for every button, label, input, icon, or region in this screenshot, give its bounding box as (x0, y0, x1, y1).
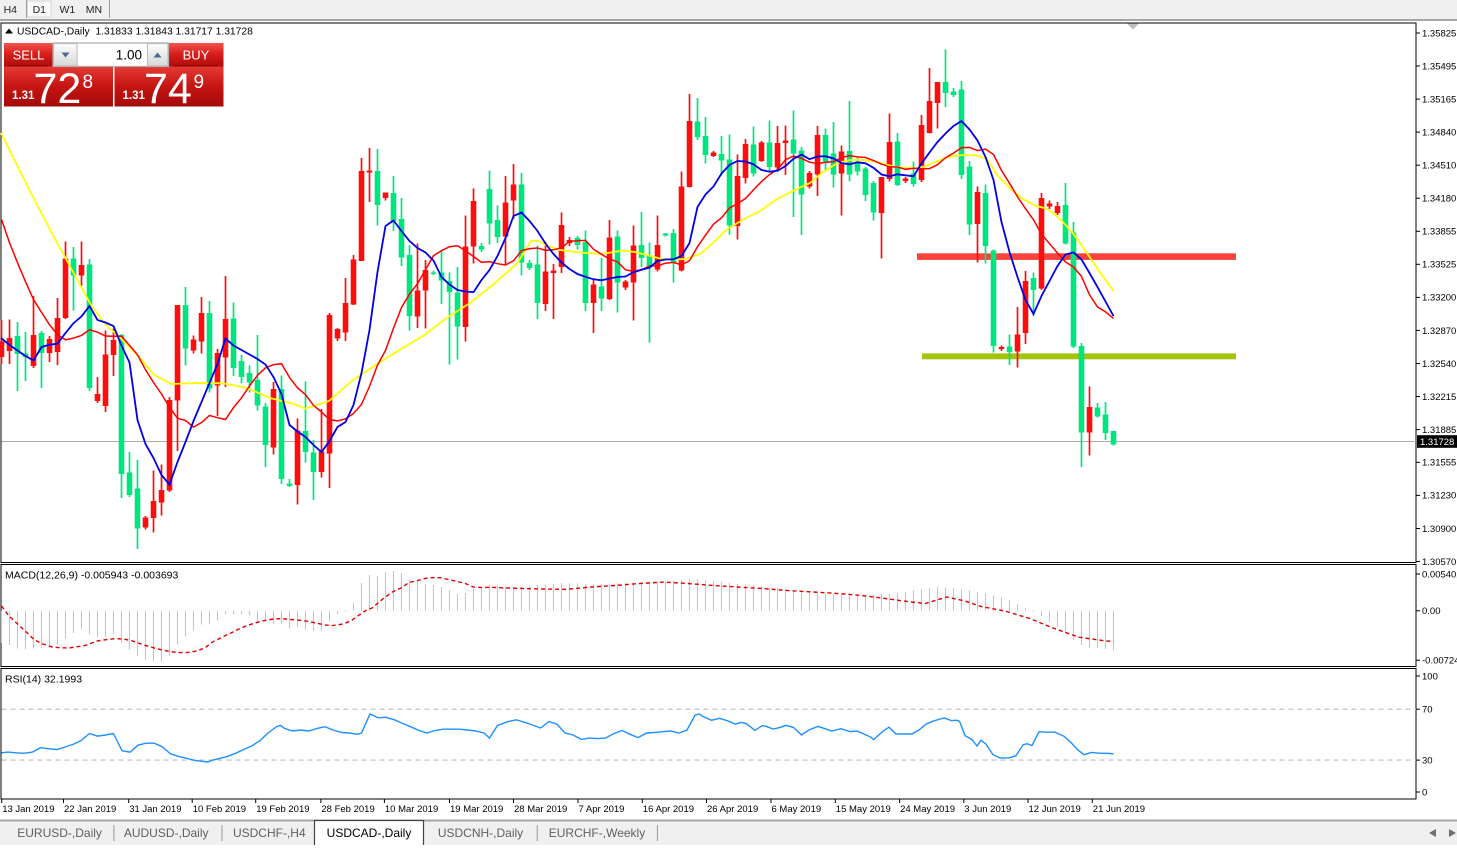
svg-text:1.31230: 1.31230 (1422, 491, 1456, 502)
svg-text:26 Apr 2019: 26 Apr 2019 (707, 804, 758, 815)
svg-text:9: 9 (194, 72, 205, 93)
svg-text:10 Mar 2019: 10 Mar 2019 (385, 804, 438, 815)
svg-text:0.00: 0.00 (1422, 606, 1441, 617)
svg-text:22 Jan 2019: 22 Jan 2019 (64, 804, 116, 815)
svg-text:1.34180: 1.34180 (1422, 194, 1456, 205)
svg-text:USDCAD-,Daily: USDCAD-,Daily (327, 826, 412, 840)
svg-text:100: 100 (1422, 671, 1438, 682)
svg-text:1.30900: 1.30900 (1422, 524, 1456, 535)
svg-text:6 May 2019: 6 May 2019 (772, 804, 822, 815)
svg-text:1.32215: 1.32215 (1422, 392, 1456, 403)
svg-text:21 Jun 2019: 21 Jun 2019 (1093, 804, 1145, 815)
svg-text:H4: H4 (4, 4, 18, 16)
svg-text:16 Apr 2019: 16 Apr 2019 (643, 804, 694, 815)
svg-text:1.32540: 1.32540 (1422, 359, 1456, 370)
svg-text:USDCNH-,Daily: USDCNH-,Daily (438, 826, 523, 840)
svg-text:0.005402: 0.005402 (1422, 569, 1457, 580)
svg-text:1.32870: 1.32870 (1422, 326, 1456, 337)
svg-text:1.31555: 1.31555 (1422, 458, 1456, 469)
svg-text:1.31: 1.31 (123, 90, 146, 102)
svg-text:1.34840: 1.34840 (1422, 127, 1456, 138)
svg-text:1.33855: 1.33855 (1422, 227, 1456, 238)
svg-text:1.35825: 1.35825 (1422, 28, 1456, 39)
svg-text:13 Jan 2019: 13 Jan 2019 (2, 804, 54, 815)
svg-text:1.30570: 1.30570 (1422, 557, 1456, 568)
svg-text:1.31: 1.31 (12, 90, 35, 102)
svg-text:10 Feb 2019: 10 Feb 2019 (193, 804, 246, 815)
svg-text:1.33525: 1.33525 (1422, 260, 1456, 271)
svg-text:0: 0 (1422, 787, 1427, 798)
svg-text:24 May 2019: 24 May 2019 (900, 804, 955, 815)
svg-text:MACD(12,26,9) -0.005943 -0.003: MACD(12,26,9) -0.005943 -0.003693 (5, 570, 179, 582)
svg-text:12 Jun 2019: 12 Jun 2019 (1029, 804, 1081, 815)
svg-text:EURCHF-,Weekly: EURCHF-,Weekly (549, 826, 645, 840)
svg-text:SELL: SELL (13, 48, 45, 63)
svg-text:1.31728: 1.31728 (1420, 437, 1454, 448)
svg-text:1.34510: 1.34510 (1422, 161, 1456, 172)
svg-text:-0.007247: -0.007247 (1422, 656, 1457, 667)
svg-text:15 May 2019: 15 May 2019 (836, 804, 891, 815)
svg-text:MN: MN (86, 4, 102, 16)
svg-text:28 Mar 2019: 28 Mar 2019 (514, 804, 567, 815)
svg-text:30: 30 (1422, 755, 1433, 766)
svg-text:1.35495: 1.35495 (1422, 61, 1456, 72)
svg-text:19 Feb 2019: 19 Feb 2019 (256, 804, 309, 815)
svg-text:USDCHF-,H4: USDCHF-,H4 (233, 826, 306, 840)
svg-text:USDCAD-,Daily 1.31833 1.31843: USDCAD-,Daily 1.31833 1.31843 1.31717 1.… (17, 27, 253, 38)
svg-text:1.00: 1.00 (116, 48, 142, 63)
svg-text:BUY: BUY (183, 48, 210, 63)
svg-text:3 Jun 2019: 3 Jun 2019 (964, 804, 1011, 815)
svg-text:D1: D1 (33, 4, 47, 16)
svg-text:1.35165: 1.35165 (1422, 94, 1456, 105)
svg-text:1.31885: 1.31885 (1422, 425, 1456, 436)
svg-text:AUDUSD-,Daily: AUDUSD-,Daily (124, 826, 209, 840)
svg-text:7 Apr 2019: 7 Apr 2019 (579, 804, 625, 815)
svg-text:28 Feb 2019: 28 Feb 2019 (321, 804, 374, 815)
svg-text:31 Jan 2019: 31 Jan 2019 (129, 804, 181, 815)
svg-text:W1: W1 (60, 4, 76, 16)
svg-text:72: 72 (34, 65, 82, 113)
svg-text:70: 70 (1422, 705, 1433, 716)
svg-text:1.33200: 1.33200 (1422, 293, 1456, 304)
svg-text:19 Mar 2019: 19 Mar 2019 (450, 804, 503, 815)
svg-text:RSI(14) 32.1993: RSI(14) 32.1993 (5, 674, 82, 686)
svg-text:EURUSD-,Daily: EURUSD-,Daily (17, 826, 102, 840)
svg-text:8: 8 (83, 72, 94, 93)
svg-text:74: 74 (144, 65, 192, 113)
